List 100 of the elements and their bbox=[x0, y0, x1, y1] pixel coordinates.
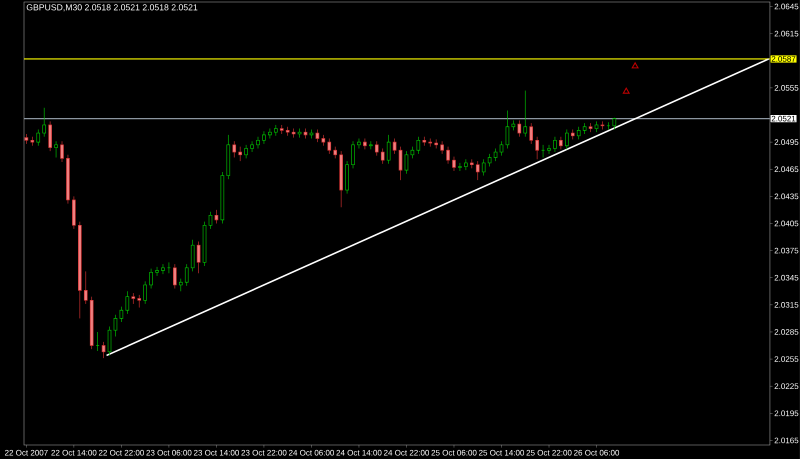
x-tick-label: 22 Oct 22:00 bbox=[98, 450, 144, 456]
candlestick bbox=[565, 129, 569, 150]
candlestick bbox=[108, 326, 112, 356]
y-tick-label: 2.0195 bbox=[774, 410, 798, 416]
candlestick bbox=[155, 266, 159, 276]
candlestick bbox=[149, 268, 153, 289]
ref-line-label: 2.0521 bbox=[772, 116, 796, 122]
candlestick bbox=[316, 129, 320, 142]
candlestick bbox=[333, 146, 338, 159]
candlestick bbox=[404, 150, 408, 174]
candlestick bbox=[410, 146, 414, 159]
x-tick-label: 23 Oct 22:00 bbox=[241, 450, 287, 456]
candlestick bbox=[126, 290, 130, 314]
candlestick bbox=[380, 148, 385, 164]
candlestick bbox=[470, 158, 474, 169]
candlestick bbox=[392, 138, 396, 154]
x-tick-label: 23 Oct 06:00 bbox=[146, 450, 192, 456]
candlestick bbox=[500, 140, 504, 156]
candlestick bbox=[60, 140, 64, 162]
candlestick bbox=[214, 210, 218, 224]
candlestick bbox=[351, 140, 355, 169]
candlestick bbox=[286, 126, 290, 136]
candlestick bbox=[196, 241, 200, 274]
y-tick-label: 2.0435 bbox=[774, 194, 798, 200]
candlestick bbox=[386, 134, 390, 164]
candlestick bbox=[363, 138, 367, 150]
y-tick-label: 2.0315 bbox=[774, 302, 798, 308]
candlestick bbox=[398, 146, 402, 180]
candlestick bbox=[357, 138, 361, 149]
candlestick bbox=[274, 124, 278, 136]
chart-title: GBPUSD,M30 2.0518 2.0521 2.0518 2.0521 bbox=[26, 4, 198, 12]
candlestick bbox=[458, 162, 462, 172]
candlestick bbox=[559, 136, 563, 150]
y-tick-label: 2.0285 bbox=[774, 329, 798, 335]
candlestick bbox=[452, 156, 456, 172]
candlestick bbox=[600, 121, 604, 130]
y-tick-label: 2.0345 bbox=[774, 274, 798, 281]
x-tick-label: 25 Oct 14:00 bbox=[478, 450, 524, 456]
y-tick-label: 2.0255 bbox=[774, 356, 798, 362]
y-tick-label: 2.0555 bbox=[774, 85, 798, 91]
candlestick bbox=[36, 129, 40, 146]
candlestick bbox=[131, 292, 136, 304]
candlestick bbox=[184, 264, 189, 286]
candlestick bbox=[178, 278, 183, 292]
y-tick-label: 2.0405 bbox=[774, 220, 798, 226]
candlestick bbox=[553, 136, 557, 152]
candlestick bbox=[143, 281, 147, 304]
candlestick bbox=[327, 138, 332, 154]
x-tick-label: 25 Oct 06:00 bbox=[431, 450, 477, 456]
candlestick bbox=[494, 148, 498, 162]
x-tick-label: 24 Oct 14:00 bbox=[336, 450, 382, 456]
x-tick-label: 25 Oct 22:00 bbox=[526, 450, 572, 456]
candlestick bbox=[523, 90, 528, 138]
candlestick bbox=[120, 306, 124, 322]
candlestick bbox=[482, 158, 486, 176]
y-tick-label: 2.0645 bbox=[774, 4, 798, 10]
candlestick bbox=[446, 146, 450, 164]
y-tick-label: 2.0495 bbox=[774, 139, 798, 145]
candlestick bbox=[30, 136, 34, 146]
candlestick bbox=[374, 140, 379, 156]
candlestick bbox=[506, 110, 510, 149]
candlestick bbox=[256, 136, 260, 149]
candlestick bbox=[232, 140, 236, 158]
y-tick-label: 2.0225 bbox=[774, 383, 798, 390]
candlestick bbox=[250, 140, 254, 152]
x-tick-label: 26 Oct 06:00 bbox=[574, 450, 620, 456]
candlestick bbox=[310, 129, 314, 139]
candlestick bbox=[594, 121, 598, 133]
x-tick-label: 22 Oct 2007 bbox=[4, 450, 48, 456]
ref-line-label: 2.0587 bbox=[772, 56, 796, 62]
candlestick bbox=[416, 136, 420, 154]
candlestick bbox=[440, 140, 444, 154]
y-tick-label: 2.0615 bbox=[774, 30, 798, 36]
candlestick bbox=[114, 314, 118, 337]
candlestick bbox=[244, 144, 248, 159]
y-tick-label: 2.0165 bbox=[774, 438, 798, 444]
candlestick bbox=[529, 122, 534, 144]
candlestick bbox=[238, 146, 242, 162]
candlestick bbox=[208, 211, 212, 230]
candlestick bbox=[48, 121, 52, 152]
candlestick bbox=[570, 129, 575, 140]
candlestick bbox=[576, 126, 581, 140]
candlestick bbox=[137, 294, 142, 308]
candlestick bbox=[304, 128, 308, 139]
candlestick bbox=[582, 122, 586, 134]
candlestick bbox=[292, 128, 296, 138]
candlestick bbox=[84, 271, 88, 304]
candlestick bbox=[173, 264, 177, 289]
candlestick bbox=[422, 136, 426, 146]
candlestick bbox=[547, 144, 551, 154]
x-tick-label: 23 Oct 14:00 bbox=[194, 450, 240, 456]
candlestick bbox=[190, 239, 194, 272]
candlestick bbox=[612, 117, 616, 130]
candlestick bbox=[464, 158, 468, 170]
candlestick bbox=[488, 154, 492, 167]
candlestick bbox=[262, 130, 266, 144]
candlestick bbox=[280, 124, 284, 134]
candlestick bbox=[298, 128, 302, 138]
x-tick-label: 24 Oct 06:00 bbox=[288, 450, 334, 456]
candlestick bbox=[322, 134, 326, 146]
